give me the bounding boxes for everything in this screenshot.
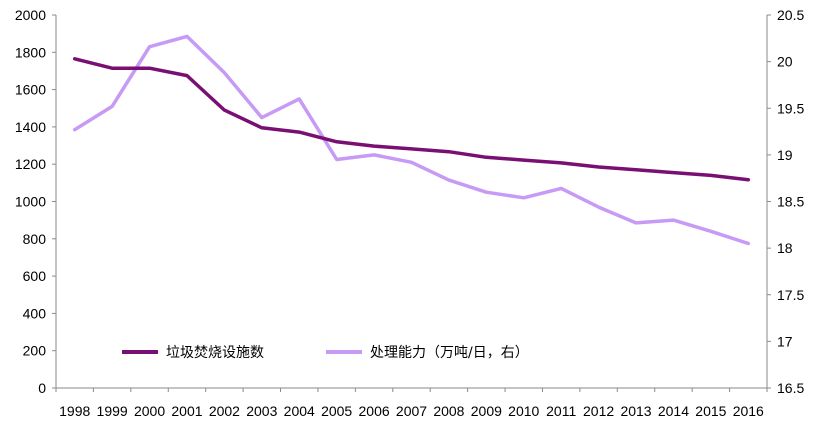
right-tick-label: 18.5 [777, 194, 804, 210]
x-tick-label: 2010 [508, 403, 539, 419]
x-tick-label: 2015 [695, 403, 726, 419]
right-tick-label: 16.5 [777, 380, 804, 396]
left-tick-label: 1400 [15, 119, 46, 135]
x-tick-label: 2011 [546, 403, 576, 419]
legend-label-capacity: 处理能力（万吨/日，右） [370, 345, 529, 361]
right-axis-ticks: 16.5 17 17.5 18 18.5 19 19.5 20 20.5 [767, 7, 804, 396]
right-tick-label: 18 [777, 240, 793, 256]
right-tick-label: 17.5 [777, 287, 804, 303]
chart-legend: 垃圾焚烧设施数 处理能力（万吨/日，右） [122, 345, 529, 361]
x-tick-label: 2014 [658, 403, 689, 419]
x-tick-label: 2003 [246, 403, 277, 419]
x-tick-label: 2006 [359, 403, 390, 419]
left-tick-label: 1000 [15, 194, 46, 210]
left-tick-label: 1200 [15, 156, 46, 172]
left-tick-label: 200 [23, 343, 47, 359]
chart-series [72, 34, 751, 246]
legend-label-facilities: 垃圾焚烧设施数 [166, 345, 264, 361]
x-tick-label: 1998 [59, 403, 90, 419]
left-tick-label: 800 [23, 231, 47, 247]
x-tick-label: 2005 [321, 403, 352, 419]
x-tick-label: 2013 [620, 403, 651, 419]
right-tick-label: 19.5 [777, 100, 804, 116]
x-tick-label: 1999 [97, 403, 128, 419]
left-tick-label: 1600 [15, 82, 46, 98]
x-tick-label: 2008 [433, 403, 464, 419]
left-tick-label: 1800 [15, 44, 46, 60]
x-tick-label: 2002 [209, 403, 240, 419]
x-tick-label: 2009 [471, 403, 502, 419]
right-tick-label: 17 [777, 333, 793, 349]
series-line-facilities [72, 57, 751, 182]
x-tick-label: 2001 [171, 403, 202, 419]
left-tick-label: 2000 [15, 7, 46, 23]
x-axis-ticks: 1998 1999 2000 2001 2002 2003 2004 2005 2006 2007… [55, 388, 768, 419]
series-line-capacity [72, 34, 751, 246]
x-tick-label: 2007 [396, 403, 427, 419]
left-axis-ticks: 0 200 400 600 800 1000 1200 1400 1600 1800 2000 [15, 7, 56, 396]
x-tick-label: 2016 [733, 403, 764, 419]
x-tick-label: 2000 [134, 403, 165, 419]
x-tick-label: 2004 [284, 403, 315, 419]
right-tick-label: 20 [777, 54, 793, 70]
x-tick-label: 2012 [583, 403, 614, 419]
left-tick-label: 400 [23, 305, 47, 321]
left-tick-label: 600 [23, 268, 47, 284]
right-tick-label: 20.5 [777, 7, 804, 23]
left-tick-label: 0 [38, 380, 46, 396]
right-tick-label: 19 [777, 147, 793, 163]
